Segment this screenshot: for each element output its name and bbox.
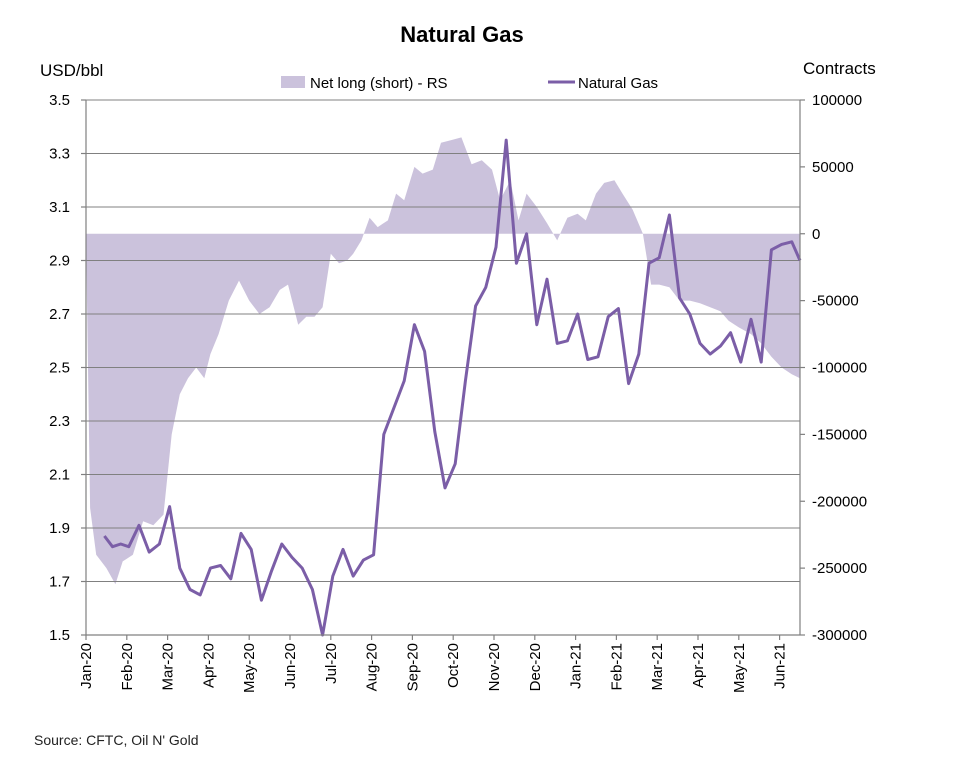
right-tick-label: 50000: [812, 159, 854, 176]
left-tick-label: 1.7: [49, 574, 70, 591]
x-tick-label: Apr-20: [200, 643, 217, 688]
x-tick-label: Feb-20: [119, 643, 136, 691]
right-tick-label: 100000: [812, 92, 862, 109]
x-tick-label: Aug-20: [364, 643, 381, 691]
x-tick-label: Oct-20: [445, 643, 462, 688]
left-tick-labels: 3.5 3.3 3.1 2.9 2.7 2.5 2.3 2.1 1.9 1.7 1.5: [49, 92, 70, 644]
x-tick-label: Jun-21: [772, 643, 789, 689]
plot-area: [81, 99, 805, 640]
chart-title: Natural Gas: [400, 22, 524, 47]
x-tick-label: Feb-21: [608, 643, 625, 691]
right-axis-title: Contracts: [803, 59, 876, 78]
right-tick-label: 0: [812, 226, 820, 243]
right-tick-label: -100000: [812, 360, 867, 377]
line-layer: [103, 138, 802, 637]
area-layer: [86, 137, 800, 585]
natural-gas-line: [103, 138, 802, 637]
x-tick-label: Mar-21: [649, 643, 666, 691]
left-tick-label: 3.5: [49, 92, 70, 109]
x-tick-label: Jun-20: [282, 643, 299, 689]
left-tick-label: 2.3: [49, 413, 70, 430]
source-note: Source: CFTC, Oil N' Gold: [34, 732, 199, 748]
legend-line-label: Natural Gas: [578, 75, 658, 92]
x-tick-label: Mar-20: [160, 643, 177, 691]
left-tick-label: 2.9: [49, 253, 70, 270]
left-tick-label: 1.5: [49, 627, 70, 644]
axis-layer: [81, 99, 805, 640]
right-tick-label: -250000: [812, 560, 867, 577]
left-tick-label: 3.3: [49, 146, 70, 163]
right-tick-label: -300000: [812, 627, 867, 644]
x-tick-label: Jul-20: [323, 643, 340, 684]
right-tick-label: -50000: [812, 293, 859, 310]
x-tick-label: Jan-21: [568, 643, 585, 689]
x-tick-label: Apr-21: [690, 643, 707, 688]
right-tick-label: -150000: [812, 426, 867, 443]
net-long-area: [86, 137, 800, 585]
x-tick-label: Nov-20: [486, 643, 503, 691]
right-tick-labels: 100000 50000 0 -50000 -100000 -150000 -200000 -…: [812, 92, 867, 644]
x-tick-labels: Jan-20 Feb-20 Mar-20 Apr-20 May-20 Jun-20 Jul-…: [78, 643, 789, 693]
x-tick-label: Jan-20: [78, 643, 95, 689]
legend-area-label: Net long (short) - RS: [310, 75, 448, 92]
left-tick-label: 2.5: [49, 360, 70, 377]
left-tick-label: 2.7: [49, 306, 70, 323]
right-tick-label: -200000: [812, 493, 867, 510]
left-axis-title: USD/bbl: [40, 61, 103, 80]
legend: Net long (short) - RS Natural Gas: [281, 75, 658, 92]
left-tick-label: 1.9: [49, 520, 70, 537]
x-tick-label: May-20: [241, 643, 258, 693]
legend-area-swatch: [281, 76, 305, 88]
x-tick-label: May-21: [731, 643, 748, 693]
left-tick-label: 3.1: [49, 199, 70, 216]
x-tick-label: Sep-20: [404, 643, 421, 691]
left-tick-label: 2.1: [49, 467, 70, 484]
x-tick-label: Dec-20: [527, 643, 544, 691]
